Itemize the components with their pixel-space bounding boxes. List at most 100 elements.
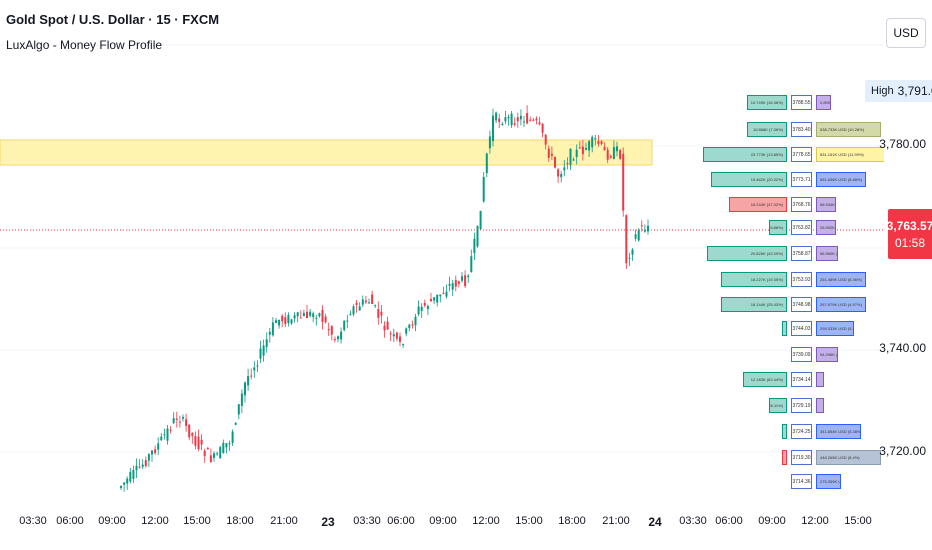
candle-body [178, 421, 181, 423]
candle-body [340, 331, 343, 340]
candle-body [290, 319, 293, 324]
candle-body [309, 311, 312, 316]
candle-body [433, 297, 436, 301]
candle-body [383, 325, 386, 331]
candle-body [231, 431, 234, 444]
time-label: 15:00 [515, 515, 543, 527]
candle-body [147, 454, 150, 461]
candle-body [501, 123, 504, 125]
profile-right-bar: 831.161K USD (11.99%) [816, 147, 884, 162]
profile-level-label: 3773.71 [791, 172, 812, 187]
profile-level-label: 3763.82 [791, 220, 812, 235]
profile-right-bar: 538.733K USD (10.28%) [816, 122, 881, 137]
candle-body [240, 393, 243, 406]
candle-body [414, 316, 417, 326]
candlestick-chart[interactable] [0, 0, 884, 505]
profile-left-bar: 18.227K (19.35%) [721, 272, 787, 287]
candle-body [495, 112, 498, 121]
candle-body [256, 365, 259, 367]
candle-body [405, 328, 408, 334]
time-label: 09:00 [98, 515, 126, 527]
time-label: 09:00 [429, 515, 457, 527]
candle-body [637, 230, 640, 241]
candle-body [141, 464, 144, 467]
candle-body [566, 163, 569, 165]
candle-body [364, 300, 367, 303]
profile-right-bar [816, 398, 824, 413]
time-label: 15:00 [844, 515, 872, 527]
price-label-3740: 3,740.00 [879, 341, 926, 355]
candle-body [436, 294, 439, 303]
time-label: 18:00 [226, 515, 254, 527]
candle-body [203, 450, 206, 457]
candle-body [191, 432, 194, 436]
candle-body [250, 375, 253, 377]
candle-body [423, 302, 426, 306]
candle-body [569, 148, 572, 165]
time-label: 15:00 [183, 515, 211, 527]
candle-body [197, 436, 200, 450]
candle-body [194, 436, 197, 446]
candle-body [470, 256, 473, 273]
time-label: 12:00 [472, 515, 500, 527]
candle-body [287, 315, 290, 324]
candle-body [172, 418, 175, 424]
profile-right-bar: 295.333K USD (5.55%) [816, 321, 854, 336]
candle-body [169, 429, 172, 431]
profile-level-label: 3734.14 [791, 372, 812, 387]
candle-body [293, 315, 296, 319]
profile-level-label: 3788.55 [791, 95, 812, 110]
indicator-name[interactable]: LuxAlgo - Money Flow Profile [6, 38, 163, 52]
candle-body [349, 314, 352, 316]
candle-body [473, 238, 476, 254]
currency-button[interactable]: USD [886, 18, 926, 48]
profile-level-label: 3744.03 [791, 321, 812, 336]
time-label: 12:00 [801, 515, 829, 527]
candle-body [126, 478, 129, 484]
chart-area[interactable]: Gold Spot / U.S. Dollar · 15 · FXCM LuxA… [0, 0, 884, 505]
candle-body [609, 156, 612, 158]
candle-body [389, 333, 392, 335]
time-label: 21:00 [270, 515, 298, 527]
price-label-3720: 3,720.00 [879, 444, 926, 458]
last-price-value: 3,763.57 [886, 218, 932, 233]
candle-body [625, 215, 628, 264]
candle-body [575, 149, 578, 158]
candle-body [296, 312, 299, 317]
time-label: 03:30 [679, 515, 707, 527]
candles [120, 105, 649, 492]
profile-level-label: 3739.09 [791, 347, 812, 362]
profile-left-bar: ··· [782, 321, 787, 336]
candle-body [538, 122, 541, 125]
candle-body [532, 119, 535, 121]
candle-body [544, 134, 547, 145]
candle-body [578, 147, 581, 149]
candle-body [504, 117, 507, 122]
candle-body [259, 348, 262, 359]
candle-body [120, 486, 122, 489]
candle-body [594, 138, 597, 140]
profile-left-bar: 19.462K (20.32%) [711, 172, 787, 187]
candle-body [557, 169, 560, 177]
candle-body [606, 149, 609, 160]
time-axis[interactable]: 03:30 06:00 09:00 12:00 15:00 18:00 21:00 23 03:… [0, 505, 884, 550]
profile-level-label: 3719.30 [791, 450, 812, 465]
candle-body [343, 320, 346, 331]
candle-body [175, 418, 178, 420]
candle-body [492, 115, 494, 142]
candle-body [299, 317, 302, 319]
profile-right-bar: 275.359K USD (3.9%) [816, 474, 841, 489]
profile-level-label: 3758.87 [791, 246, 812, 261]
profile-right-bar [816, 372, 824, 387]
profile-level-label: 3753.93 [791, 272, 812, 287]
profile-left-bar: 10.749K (16.36%) [747, 95, 787, 110]
candle-body [535, 118, 538, 121]
candle-body [519, 115, 522, 120]
candle-body [151, 450, 153, 455]
candle-body [346, 320, 349, 322]
candle-body [327, 329, 330, 331]
candle-body [324, 316, 327, 323]
candle-body [420, 306, 423, 311]
candle-body [265, 339, 268, 347]
candle-body [219, 447, 222, 459]
